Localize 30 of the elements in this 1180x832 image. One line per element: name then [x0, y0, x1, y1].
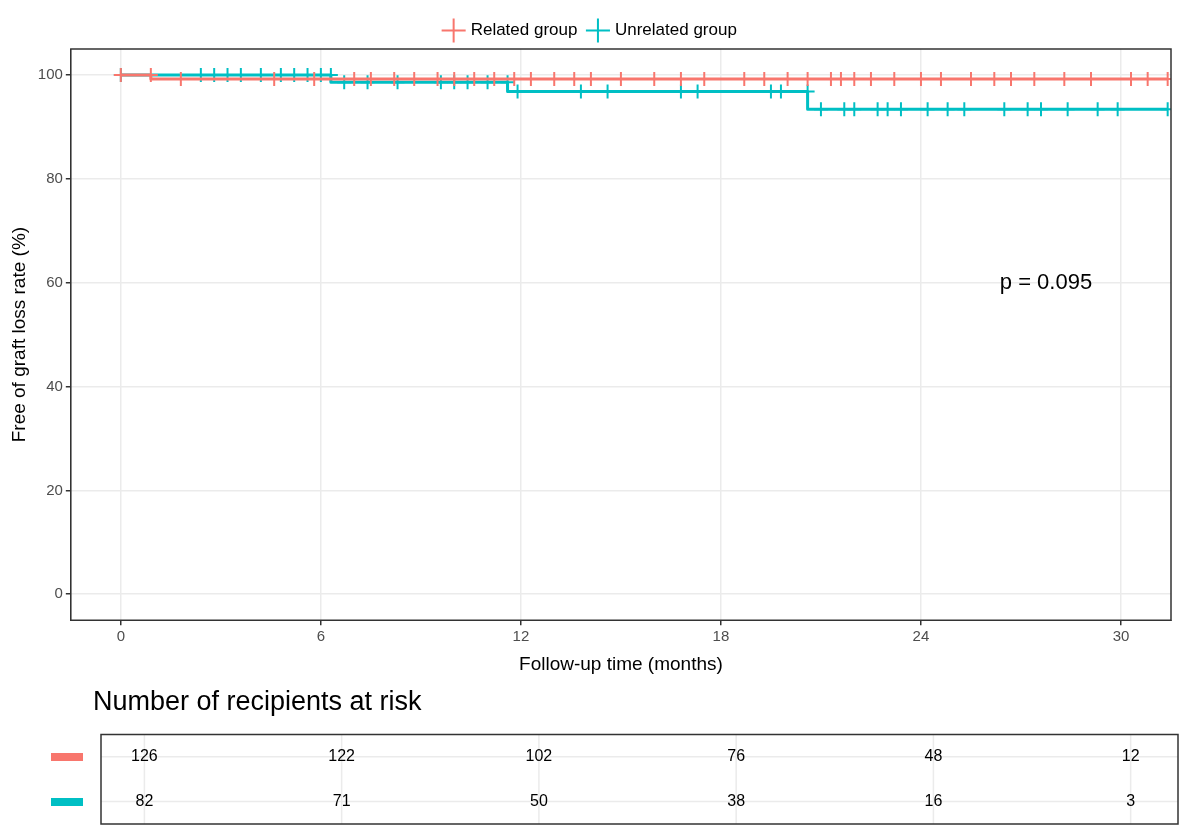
x-axis-title: Follow-up time (months): [519, 652, 723, 674]
x-tick-label: 30: [1112, 627, 1130, 645]
text: 50: [530, 792, 548, 810]
text: 126: [131, 747, 158, 765]
x-tick-label: 24: [912, 627, 930, 645]
y-tick-label: 0: [54, 584, 63, 602]
text: 3: [1126, 792, 1136, 810]
text: 76: [727, 747, 746, 765]
text: 38: [727, 792, 746, 810]
y-axis-title: Free of graft loss rate (%): [7, 226, 29, 443]
y-tick-label: 80: [46, 168, 63, 186]
text: 16: [924, 792, 943, 810]
x-tick-label: 6: [316, 627, 326, 645]
text: Number of recipients at risk: [93, 685, 423, 716]
text: 71: [332, 792, 351, 810]
text: 102: [525, 747, 553, 765]
annotation: p = 0.095: [999, 269, 1093, 295]
y-tick-label: 100: [37, 65, 63, 83]
text: 82: [135, 792, 154, 810]
legend-label: Related group: [470, 20, 578, 40]
text: 12: [1121, 747, 1140, 765]
y-tick-label: 20: [46, 480, 63, 498]
y-tick-label: 40: [46, 376, 63, 394]
x-tick-label: 0: [116, 627, 126, 645]
text: 122: [328, 747, 356, 765]
x-tick-label: 18: [712, 627, 730, 645]
legend-label: Unrelated group: [614, 20, 737, 40]
x-tick-label: 12: [512, 627, 530, 645]
text: 48: [924, 747, 943, 765]
y-tick-label: 60: [46, 272, 63, 290]
